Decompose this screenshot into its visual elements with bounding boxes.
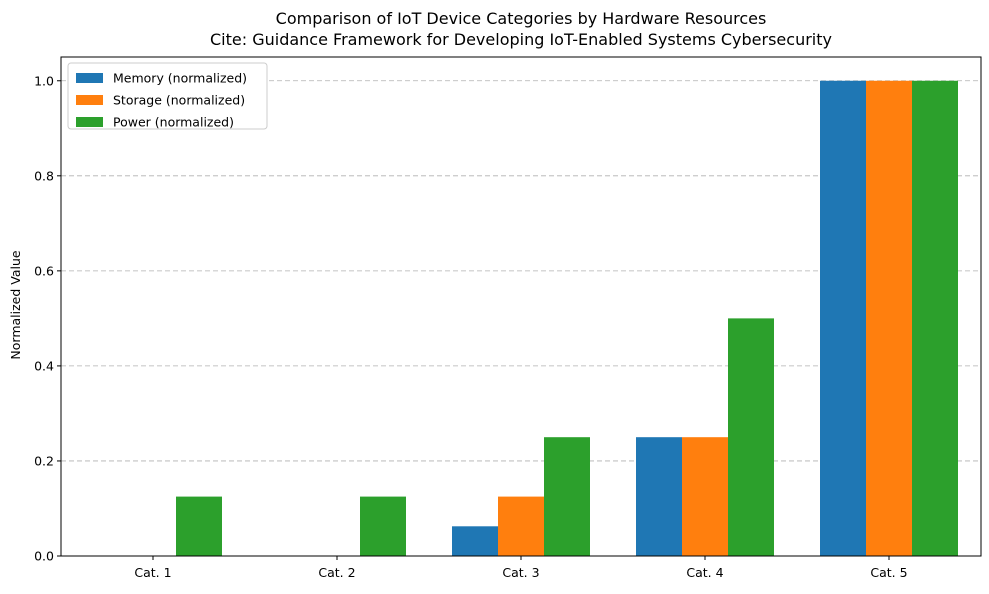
x-ticks: Cat. 1 Cat. 2 Cat. 3 Cat. 4 Cat. 5	[134, 556, 908, 580]
x-tick-label: Cat. 1	[134, 565, 171, 580]
bar	[636, 437, 682, 556]
y-tick-label: 1.0	[34, 73, 54, 88]
bar	[176, 496, 222, 556]
bars	[176, 80, 958, 556]
y-tick-label: 0.4	[34, 358, 54, 373]
y-ticks: 0.0 0.2 0.4 0.6 0.8 1.0	[34, 73, 61, 564]
y-axis-label: Normalized Value	[8, 250, 23, 359]
chart-title: Comparison of IoT Device Categories by H…	[276, 9, 767, 28]
legend-swatch	[76, 95, 103, 105]
x-tick-label: Cat. 2	[318, 565, 355, 580]
x-tick-label: Cat. 4	[686, 565, 723, 580]
grid-lines	[61, 80, 981, 462]
bar	[912, 80, 958, 556]
legend-label: Storage (normalized)	[113, 93, 245, 108]
bar	[544, 437, 590, 556]
bar	[498, 496, 544, 556]
x-tick-label: Cat. 5	[870, 565, 907, 580]
y-tick-label: 0.8	[34, 168, 54, 183]
y-tick-label: 0.6	[34, 263, 54, 278]
legend-label: Power (normalized)	[113, 115, 234, 130]
legend-label: Memory (normalized)	[113, 71, 247, 86]
x-tick-label: Cat. 3	[502, 565, 539, 580]
bar	[452, 526, 498, 556]
bar	[866, 80, 912, 556]
y-tick-label: 0.2	[34, 453, 54, 468]
legend-box	[67, 62, 268, 130]
legend-swatch	[76, 117, 103, 127]
legend: Memory (normalized) Storage (normalized) P…	[67, 62, 268, 130]
bar	[820, 80, 866, 556]
bar	[682, 437, 728, 556]
bar	[360, 496, 406, 556]
chart-subtitle: Cite: Guidance Framework for Developing …	[210, 30, 832, 49]
bar	[728, 318, 774, 556]
y-tick-label: 0.0	[34, 549, 54, 564]
legend-swatch	[76, 73, 103, 83]
